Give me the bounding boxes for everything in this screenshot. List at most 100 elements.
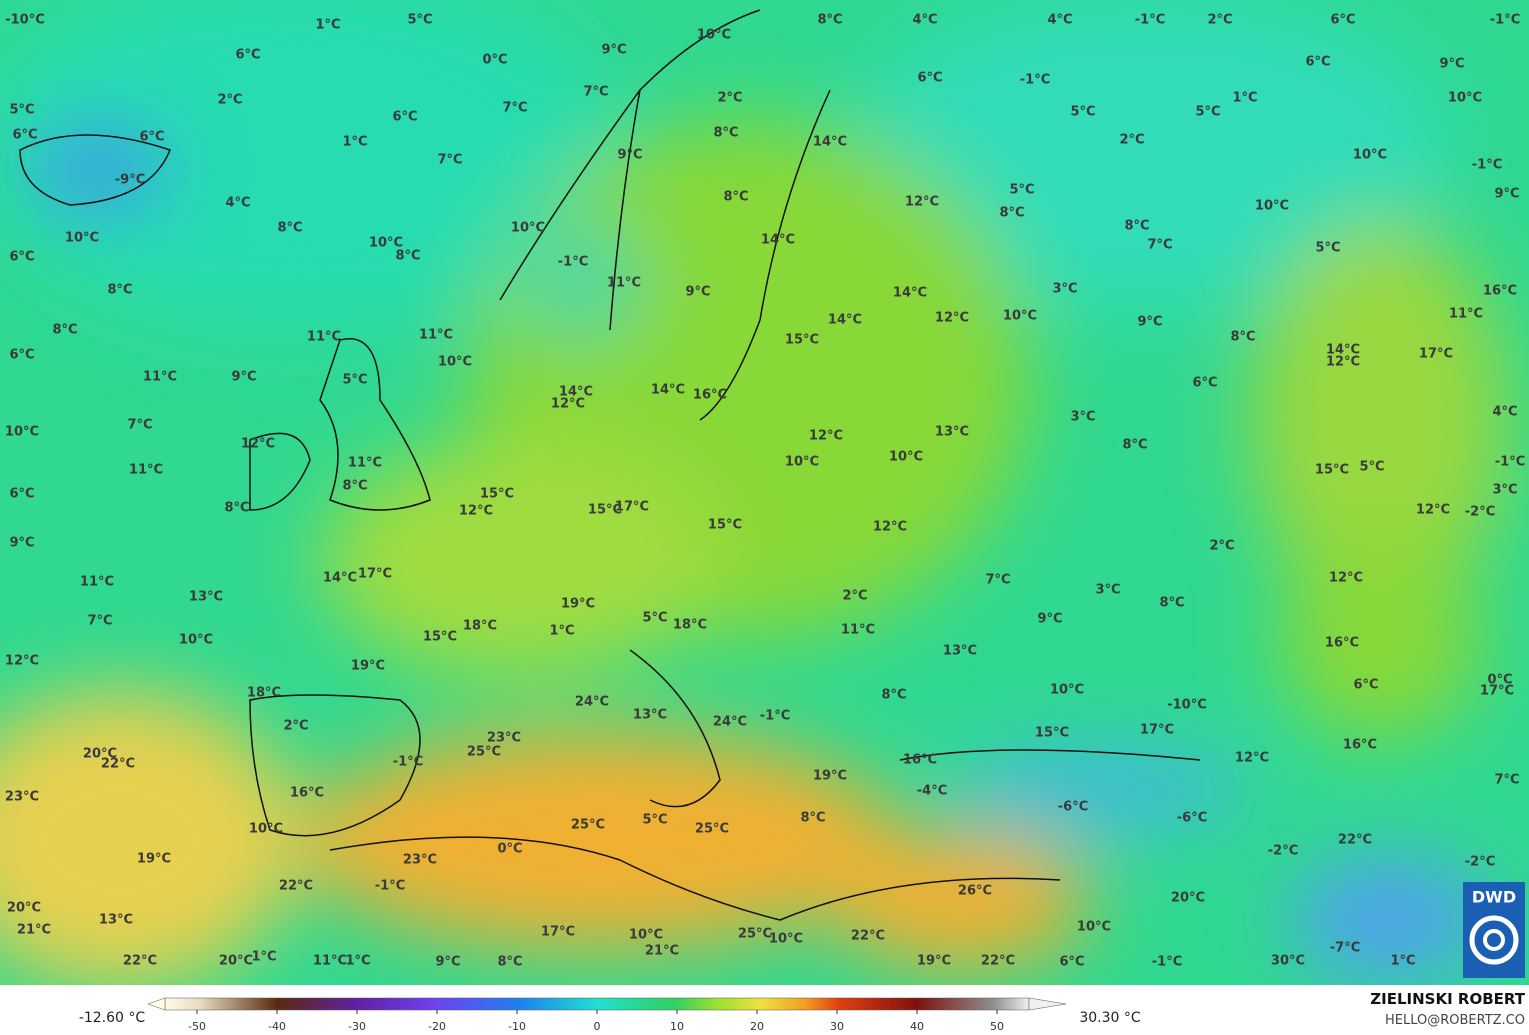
temperature-label: 11°C <box>607 276 641 291</box>
temperature-label: 20°C <box>1171 891 1205 906</box>
temperature-label: 19°C <box>351 659 385 674</box>
temperature-label: 5°C <box>1195 105 1220 120</box>
temperature-label: 15°C <box>588 503 622 518</box>
temperature-label: 19°C <box>813 769 847 784</box>
temperature-label: 18°C <box>463 619 497 634</box>
temperature-label: 1°C <box>251 950 276 965</box>
temperature-label: 3°C <box>1492 483 1517 498</box>
temperature-label: 24°C <box>575 695 609 710</box>
temperature-label: 10°C <box>511 221 545 236</box>
colorbar-tick-label: -30 <box>348 1020 366 1033</box>
temperature-label: 22°C <box>1338 833 1372 848</box>
temperature-label: 2°C <box>842 589 867 604</box>
temperature-label: 5°C <box>1009 183 1034 198</box>
temperature-label: 0°C <box>1487 673 1512 688</box>
temperature-label: 8°C <box>342 479 367 494</box>
temperature-label: 22°C <box>279 879 313 894</box>
temperature-label: 6°C <box>12 128 37 143</box>
temperature-label: 21°C <box>17 923 51 938</box>
temperature-label: 12°C <box>551 397 585 412</box>
temperature-label: 13°C <box>99 913 133 928</box>
temperature-label: 23°C <box>403 853 437 868</box>
temperature-label: 26°C <box>958 884 992 899</box>
temperature-label: -1°C <box>1495 455 1525 470</box>
temperature-label: 12°C <box>1329 571 1363 586</box>
temperature-label: 2°C <box>283 719 308 734</box>
temperature-label: 6°C <box>9 487 34 502</box>
temperature-label: 10°C <box>629 928 663 943</box>
temperature-label: -1°C <box>558 255 588 270</box>
temperature-label: 9°C <box>9 536 34 551</box>
temperature-label: 17°C <box>1419 347 1453 362</box>
temperature-label: -7°C <box>1330 941 1360 956</box>
temperature-label: 10°C <box>65 231 99 246</box>
temperature-label: 1°C <box>549 624 574 639</box>
temperature-label: 12°C <box>5 654 39 669</box>
logo-icon <box>1469 915 1519 965</box>
temperature-label: 11°C <box>307 330 341 345</box>
temperature-label: -6°C <box>1058 800 1088 815</box>
temperature-label: 6°C <box>1330 13 1355 28</box>
temperature-label: 4°C <box>1492 405 1517 420</box>
temperature-label: 6°C <box>1353 678 1378 693</box>
temperature-label: 0°C <box>497 842 522 857</box>
colorbar-tick-label: 10 <box>670 1020 684 1033</box>
temperature-label: 12°C <box>1416 503 1450 518</box>
temperature-label: 12°C <box>459 504 493 519</box>
temperature-label: -1°C <box>1490 13 1520 28</box>
temperature-label: 8°C <box>1122 438 1147 453</box>
temperature-label: -10°C <box>5 13 45 28</box>
colorbar <box>164 997 1030 1011</box>
temperature-label: 2°C <box>1209 539 1234 554</box>
temperature-label: 5°C <box>342 373 367 388</box>
temperature-label: 8°C <box>224 501 249 516</box>
temperature-label: 5°C <box>1359 460 1384 475</box>
temperature-label: 16°C <box>1483 284 1517 299</box>
temperature-label: -2°C <box>1465 855 1495 870</box>
temperature-label: 12°C <box>873 520 907 535</box>
logo-icon-inner <box>1483 929 1505 951</box>
temperature-field <box>0 0 1529 990</box>
temperature-label: 12°C <box>1235 751 1269 766</box>
temperature-label: 19°C <box>917 954 951 969</box>
temperature-label: 14°C <box>559 385 593 400</box>
temperature-label: 3°C <box>1052 282 1077 297</box>
temperature-label: 13°C <box>943 644 977 659</box>
temperature-label: 14°C <box>813 135 847 150</box>
temperature-label: -1°C <box>1472 158 1502 173</box>
temperature-label: 5°C <box>1070 105 1095 120</box>
temperature-label: 9°C <box>601 43 626 58</box>
temperature-label: -1°C <box>1152 955 1182 970</box>
temperature-label: 10°C <box>1353 148 1387 163</box>
temperature-label: -1°C <box>393 755 423 770</box>
temperature-label: 8°C <box>1124 219 1149 234</box>
temperature-label: 16°C <box>1325 636 1359 651</box>
temperature-label: 2°C <box>1207 13 1232 28</box>
coastlines <box>19 9 1201 921</box>
temperature-label: 11°C <box>419 328 453 343</box>
temperature-label: 6°C <box>235 48 260 63</box>
credit-name: ZIELINSKI ROBERT <box>1370 990 1525 1008</box>
temperature-label: 12°C <box>809 429 843 444</box>
temperature-label: 10°C <box>1255 199 1289 214</box>
temperature-label: 10°C <box>889 450 923 465</box>
temperature-label: 8°C <box>52 323 77 338</box>
colorbar-high-end <box>1028 997 1067 1011</box>
temperature-label: 17°C <box>541 925 575 940</box>
temperature-label: 13°C <box>189 590 223 605</box>
temperature-label: 2°C <box>717 91 742 106</box>
temperature-label: -6°C <box>1177 811 1207 826</box>
temperature-label: 7°C <box>1147 238 1172 253</box>
temperature-label: 0°C <box>482 53 507 68</box>
temperature-label: 16°C <box>693 388 727 403</box>
temperature-label: 7°C <box>502 101 527 116</box>
temperature-label: 10°C <box>1077 920 1111 935</box>
temperature-label: -1°C <box>1135 13 1165 28</box>
temperature-label: 16°C <box>1343 738 1377 753</box>
temperature-label: 14°C <box>893 286 927 301</box>
temperature-label: 4°C <box>1047 13 1072 28</box>
temperature-label: 17°C <box>358 567 392 582</box>
temperature-label: 15°C <box>1035 726 1069 741</box>
temperature-label: 2°C <box>217 93 242 108</box>
